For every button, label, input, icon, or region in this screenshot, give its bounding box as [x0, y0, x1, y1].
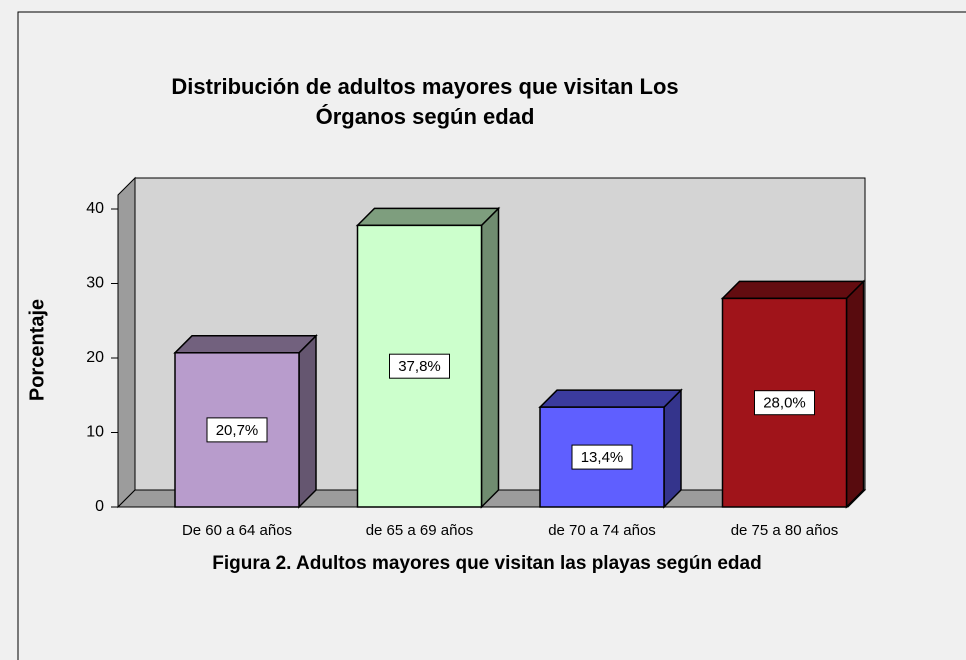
- bar-side: [298, 333, 317, 509]
- y-axis-label: Porcentaje: [26, 299, 48, 401]
- value-label-box: [571, 444, 633, 470]
- bar-side: [845, 279, 865, 509]
- value-label-box: [206, 417, 268, 443]
- bar: [539, 406, 665, 508]
- y-tick-label: 40: [86, 200, 104, 217]
- x-tick-label: de 65 a 69 años: [366, 522, 474, 539]
- bar-side: [480, 206, 500, 509]
- bar-top: [720, 280, 866, 300]
- value-label-box: [389, 353, 450, 379]
- bar-top: [173, 335, 318, 354]
- frame: [17, 11, 966, 660]
- x-tick-label: de 75 a 80 años: [731, 522, 839, 539]
- value-label: 20,7%: [216, 422, 259, 439]
- y-tick-label: 10: [86, 424, 104, 441]
- bar-top: [355, 207, 501, 227]
- bar-side: [663, 388, 682, 509]
- value-label: 28,0%: [763, 395, 806, 412]
- y-tick-label: 20: [86, 349, 104, 366]
- chart-title: Órganos según edad: [316, 104, 535, 129]
- y-tick-label: 0: [95, 498, 104, 515]
- x-tick-label: De 60 a 64 años: [182, 522, 292, 539]
- x-tick-label: de 70 a 74 años: [548, 522, 656, 539]
- left-wall: [117, 176, 136, 509]
- caption: Figura 2. Adultos mayores que visitan la…: [212, 553, 761, 574]
- chart-title: Distribución de adultos mayores que visi…: [171, 74, 678, 99]
- value-label-box: [754, 390, 815, 416]
- y-tick-label: 30: [86, 275, 104, 292]
- value-label: 13,4%: [581, 449, 624, 466]
- value-label: 37,8%: [398, 358, 441, 375]
- bar-top: [538, 389, 683, 408]
